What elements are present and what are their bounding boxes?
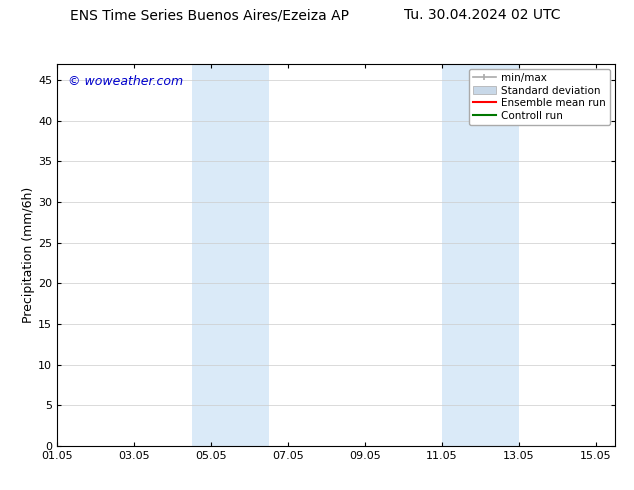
- Legend: min/max, Standard deviation, Ensemble mean run, Controll run: min/max, Standard deviation, Ensemble me…: [469, 69, 610, 125]
- Bar: [191, 64, 269, 446]
- Text: ENS Time Series Buenos Aires/Ezeiza AP: ENS Time Series Buenos Aires/Ezeiza AP: [70, 8, 349, 22]
- Text: Tu. 30.04.2024 02 UTC: Tu. 30.04.2024 02 UTC: [404, 8, 560, 22]
- Y-axis label: Precipitation (mm/6h): Precipitation (mm/6h): [22, 187, 36, 323]
- Text: © woweather.com: © woweather.com: [68, 75, 183, 88]
- Bar: [442, 64, 519, 446]
